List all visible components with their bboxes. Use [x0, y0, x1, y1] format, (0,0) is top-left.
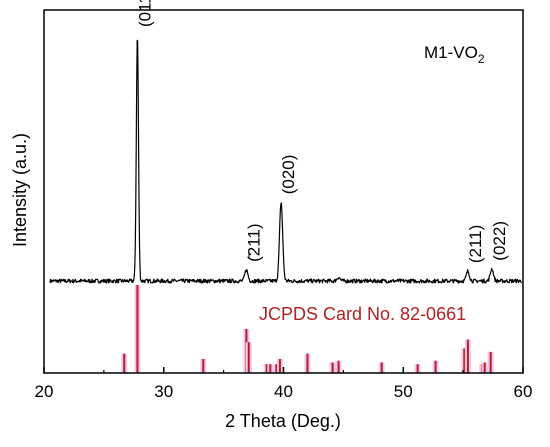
series-legend-label: M1-VO2: [424, 43, 485, 66]
peak-label-39.8: (020): [279, 155, 298, 195]
x-tick-label-60: 60: [514, 382, 533, 401]
series-name-subscript: 2: [478, 52, 485, 66]
peak-label-57.4: (022): [490, 221, 509, 261]
y-axis-label: Intensity (a.u.): [10, 133, 30, 247]
reference-lines-layer: [121, 285, 494, 373]
series-name-base: M1-VO: [424, 43, 478, 62]
peak-labels: (011) (̄211) (020) (211) (022): [135, 0, 508, 263]
series-line-m1-vo2: [49, 39, 522, 284]
peak-label-55.4: (211): [466, 225, 485, 263]
x-tick-label-40: 40: [274, 382, 293, 401]
peak-label-27.8: (011): [135, 0, 154, 27]
peak-label-36.9: (̄211): [244, 223, 263, 261]
x-tick-label-30: 30: [154, 382, 173, 401]
x-tick-label-20: 20: [35, 382, 54, 401]
x-axis-label: 2 Theta (Deg.): [225, 411, 341, 431]
x-axis-ticks: 20 30 40 50 60: [35, 367, 533, 401]
reference-card-label: JCPDS Card No. 82-0661: [259, 304, 466, 324]
x-tick-label-50: 50: [394, 382, 413, 401]
